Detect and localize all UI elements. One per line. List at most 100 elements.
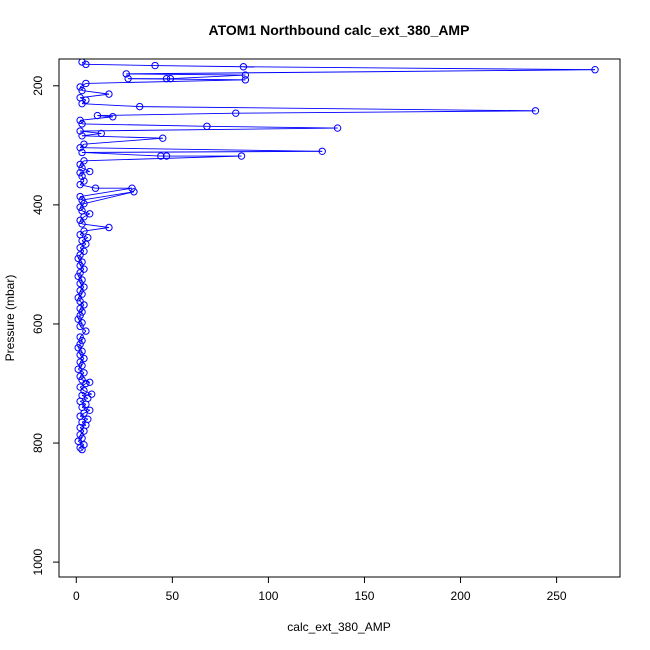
data-point	[76, 383, 84, 391]
series-segment	[79, 354, 85, 359]
series-segment	[81, 99, 87, 104]
data-point	[80, 265, 88, 273]
data-point	[76, 297, 84, 306]
series-segment	[80, 147, 323, 152]
x-tick-label: 100	[258, 589, 278, 603]
data-point	[76, 244, 84, 252]
data-point	[241, 71, 250, 79]
data-point	[74, 315, 82, 323]
data-point	[86, 210, 94, 218]
data-point	[78, 445, 86, 454]
data-point	[531, 107, 540, 115]
data-point	[333, 124, 342, 132]
data-point	[239, 63, 248, 71]
data-point	[159, 134, 167, 142]
data-point	[232, 109, 240, 117]
data-point	[80, 441, 88, 449]
data-point	[76, 169, 84, 177]
plot-frame	[58, 58, 621, 578]
series-segment	[82, 103, 140, 108]
series-segment	[81, 403, 87, 408]
data-point	[86, 378, 94, 386]
data-point	[78, 172, 86, 180]
series-segment	[97, 112, 236, 117]
y-axis-label: Pressure (mbar)	[3, 275, 17, 362]
data-point	[76, 192, 84, 201]
series-segment	[83, 390, 92, 395]
data-point	[82, 240, 90, 248]
series-segment	[79, 216, 85, 221]
data-point	[157, 152, 165, 160]
data-point	[78, 290, 86, 298]
data-point	[78, 391, 86, 400]
series-segment	[81, 240, 87, 245]
series-segment	[82, 150, 323, 153]
series-segment	[235, 110, 536, 114]
series-segment	[243, 66, 596, 71]
series-segment	[79, 230, 85, 235]
data-point	[84, 233, 92, 242]
series-segment	[82, 123, 207, 127]
data-point	[78, 148, 86, 157]
y-tick-label: 600	[31, 314, 45, 334]
y-tick-label: 1000	[31, 548, 45, 575]
series-segment	[81, 210, 90, 215]
series-segment	[77, 365, 83, 370]
series-segment	[81, 61, 87, 65]
x-tick-label: 200	[451, 589, 471, 603]
chart-title: ATOM1 Northbound calc_ext_380_AMP	[209, 22, 470, 38]
series-segment	[81, 393, 92, 396]
y-axis: 200 400 600 800 1000	[31, 75, 60, 575]
series-segment	[85, 63, 156, 66]
data-point	[74, 344, 82, 352]
data-point	[97, 129, 105, 138]
data-point	[80, 369, 88, 377]
data-point	[78, 196, 86, 204]
series-segment	[79, 386, 85, 391]
data-point	[130, 188, 138, 196]
series-segment	[79, 286, 85, 291]
data-point	[135, 102, 144, 111]
series-segment	[206, 125, 338, 129]
data-point	[80, 427, 88, 435]
data-point	[76, 322, 84, 331]
data-point	[87, 390, 96, 398]
series-segment	[79, 397, 88, 402]
data-point	[78, 59, 86, 66]
data-point	[80, 199, 88, 208]
x-tick-label: 50	[166, 589, 180, 603]
x-axis: 0 50 100 150 200 250	[73, 576, 567, 603]
data-point	[78, 132, 86, 140]
series-segment	[77, 347, 83, 352]
data-point	[203, 122, 211, 130]
series-segment	[81, 223, 110, 228]
data-point	[105, 90, 113, 98]
series-segment	[81, 406, 90, 411]
data-point	[80, 354, 88, 363]
series-segment	[77, 275, 83, 281]
series-segment	[80, 184, 96, 189]
series-segment	[83, 191, 135, 205]
series-segment	[79, 301, 85, 306]
series-segment	[79, 372, 85, 377]
data-point	[78, 434, 86, 442]
x-tick-label: 150	[354, 589, 374, 603]
series-segment	[77, 258, 83, 263]
series-segment	[82, 152, 161, 157]
series-segment	[126, 69, 596, 75]
data-point	[80, 247, 88, 256]
data-point	[74, 254, 82, 263]
data-point	[151, 61, 159, 70]
series-segment	[79, 427, 85, 432]
series-segment	[79, 330, 87, 338]
data-point	[91, 184, 100, 192]
data-point	[76, 311, 84, 320]
series-segment	[81, 167, 90, 172]
series-segment	[81, 90, 110, 95]
series-segment	[77, 293, 83, 299]
data-point	[78, 376, 86, 384]
data-point	[86, 167, 94, 176]
y-tick-label: 200	[31, 75, 45, 95]
series-segment	[79, 180, 85, 185]
